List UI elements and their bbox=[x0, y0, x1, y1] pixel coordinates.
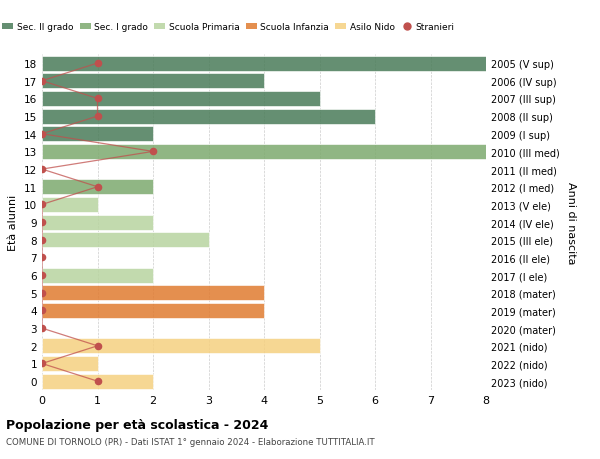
Point bbox=[37, 290, 47, 297]
Text: Popolazione per età scolastica - 2024: Popolazione per età scolastica - 2024 bbox=[6, 418, 268, 431]
Point bbox=[37, 307, 47, 314]
Point bbox=[148, 148, 158, 156]
Bar bbox=[42, 74, 264, 89]
Point bbox=[37, 166, 47, 174]
Point bbox=[37, 360, 47, 367]
Point bbox=[37, 325, 47, 332]
Point bbox=[37, 202, 47, 209]
Point bbox=[37, 254, 47, 262]
Point bbox=[37, 131, 47, 138]
Y-axis label: Età alunni: Età alunni bbox=[8, 195, 19, 251]
Bar bbox=[42, 374, 153, 389]
Point bbox=[37, 219, 47, 226]
Text: COMUNE DI TORNOLO (PR) - Dati ISTAT 1° gennaio 2024 - Elaborazione TUTTITALIA.IT: COMUNE DI TORNOLO (PR) - Dati ISTAT 1° g… bbox=[6, 437, 374, 446]
Bar bbox=[42, 56, 486, 72]
Bar bbox=[42, 285, 264, 301]
Bar bbox=[42, 92, 320, 106]
Point bbox=[93, 60, 103, 67]
Point bbox=[37, 272, 47, 279]
Bar bbox=[42, 356, 98, 371]
Bar bbox=[42, 180, 153, 195]
Point bbox=[93, 95, 103, 103]
Point bbox=[93, 342, 103, 350]
Y-axis label: Anni di nascita: Anni di nascita bbox=[566, 181, 576, 264]
Bar bbox=[42, 127, 153, 142]
Point bbox=[93, 378, 103, 385]
Bar bbox=[42, 268, 153, 283]
Bar bbox=[42, 215, 153, 230]
Bar bbox=[42, 233, 209, 248]
Point bbox=[93, 184, 103, 191]
Bar bbox=[42, 339, 320, 353]
Bar bbox=[42, 303, 264, 318]
Bar bbox=[42, 109, 375, 124]
Bar bbox=[42, 197, 98, 213]
Bar bbox=[42, 145, 486, 160]
Point bbox=[93, 113, 103, 120]
Legend: Sec. II grado, Sec. I grado, Scuola Primaria, Scuola Infanzia, Asilo Nido, Stran: Sec. II grado, Sec. I grado, Scuola Prim… bbox=[0, 19, 458, 35]
Point bbox=[37, 236, 47, 244]
Point bbox=[37, 78, 47, 85]
